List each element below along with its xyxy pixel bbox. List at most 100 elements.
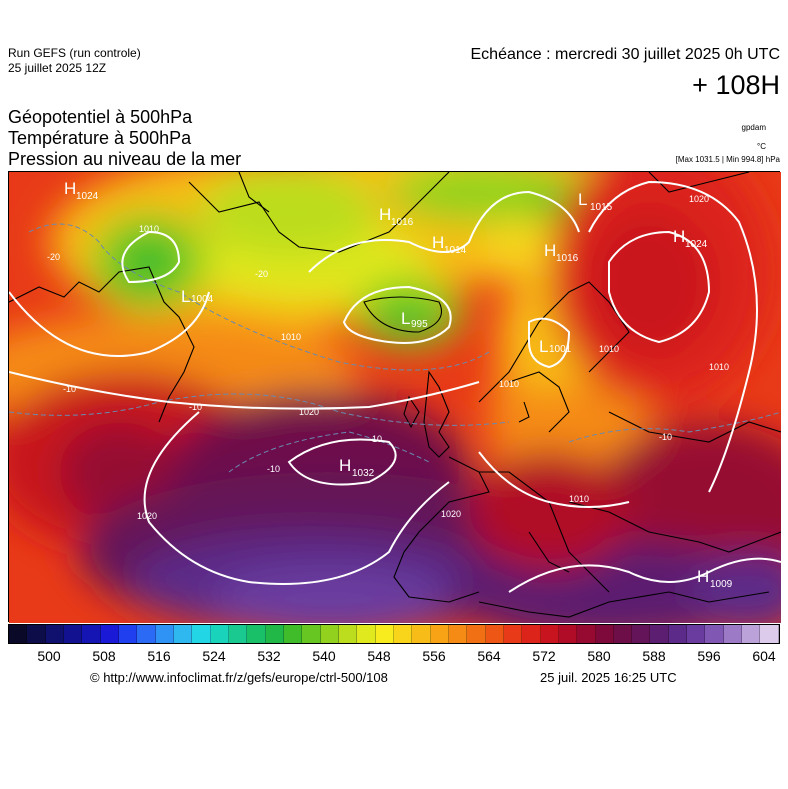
pressure-center-value: 1016: [556, 253, 579, 264]
title-geopotential: Géopotentiel à 500hPa: [8, 107, 193, 127]
colorbar-swatch: [687, 625, 706, 643]
pressure-center-type: L: [181, 287, 190, 306]
colorbar-swatch: [558, 625, 578, 643]
title-temperature: Température à 500hPa: [8, 128, 192, 148]
title-pressure: Pression au niveau de la mer: [8, 149, 242, 169]
colorbar: [8, 624, 780, 644]
colorbar-swatch: [320, 625, 339, 643]
isotherm-label: -10: [189, 402, 202, 412]
isobar-label: 1010: [499, 379, 519, 389]
colorbar-tick-label: 548: [367, 648, 391, 664]
colorbar-tick-label: 564: [477, 648, 501, 664]
colorbar-swatch: [613, 625, 633, 643]
colorbar-tick-label: 580: [587, 648, 611, 664]
colorbar-swatch: [668, 625, 688, 643]
colorbar-swatch: [357, 625, 376, 643]
geopotential-field: [9, 172, 781, 623]
pressure-center-value: 1001: [549, 344, 572, 355]
isobar-label: 1010: [709, 362, 729, 372]
colorbar-swatch: [45, 625, 64, 643]
isotherm-label: -10: [267, 464, 280, 474]
isotherm-label: -10: [659, 432, 672, 442]
isotherms: [8, 223, 782, 473]
colorbar-swatch: [27, 625, 46, 643]
isobar-label: 1020: [441, 509, 461, 519]
colorbar-tick-label: 604: [752, 648, 776, 664]
colorbar-swatch: [503, 625, 523, 643]
colorbar-swatch: [742, 625, 761, 643]
lead-time: + 108H: [692, 70, 780, 100]
colorbar-swatch: [192, 625, 211, 643]
colorbar-swatch: [412, 625, 431, 643]
isotherm-label: -20: [255, 269, 268, 279]
colorbar-swatch: [760, 625, 779, 643]
isotherm-label: -10: [369, 434, 382, 444]
pressure-center-value: 1032: [352, 468, 375, 479]
generated-timestamp: 25 juil. 2025 16:25 UTC: [540, 670, 677, 685]
colorbar-swatch: [650, 625, 669, 643]
isobar-label: 1010: [599, 344, 619, 354]
colorbar-swatch: [265, 625, 284, 643]
colorbar-tick-label: 516: [147, 648, 171, 664]
pressure-center-type: L: [401, 309, 410, 328]
colorbar-swatch: [632, 625, 651, 643]
isobar-label: 1020: [299, 407, 319, 417]
isobar-label: 1010: [569, 494, 589, 504]
isobar-label: 1010: [281, 332, 301, 342]
colorbar-swatch: [577, 625, 596, 643]
colorbar-tick-label: 524: [202, 648, 226, 664]
colorbar-swatch: [375, 625, 394, 643]
pressure-center-type: H: [544, 241, 556, 260]
colorbar-tick-label: 588: [642, 648, 666, 664]
run-date: 25 juillet 2025 12Z: [8, 61, 107, 75]
colorbar-tick-label: 556: [422, 648, 446, 664]
pressure-center-type: H: [432, 233, 444, 252]
colorbar-swatch: [705, 625, 724, 643]
colorbar-swatch: [283, 625, 303, 643]
colorbar-labels: 500 508 516 524 532 540 548 556 564 572 …: [8, 648, 780, 668]
colorbar-swatch: [100, 625, 119, 643]
pressure-center-type: H: [339, 456, 351, 475]
isotherm-label: -10: [63, 384, 76, 394]
colorbar-tick-label: 532: [257, 648, 281, 664]
colorbar-swatch: [9, 625, 28, 643]
pressure-center-value: 1024: [685, 239, 708, 250]
colorbar-swatch: [247, 625, 266, 643]
colorbar-tick-label: 508: [92, 648, 116, 664]
colorbar-swatch: [393, 625, 413, 643]
isobars: [8, 180, 782, 593]
map-svg: H 1024 H 1016 H 1014 L 1015 H 1016 H 102…: [8, 171, 782, 623]
pressure-center-type: H: [697, 567, 709, 586]
pressure-center-type: L: [539, 337, 548, 356]
colorbar-swatch: [155, 625, 174, 643]
isotherm-label: -20: [47, 252, 60, 262]
pressure-centers: H 1024 H 1016 H 1014 L 1015 H 1016 H 102…: [64, 179, 733, 590]
colorbar-swatch: [82, 625, 101, 643]
colorbar-swatch: [448, 625, 468, 643]
pressure-center-value: 1016: [391, 217, 414, 228]
isotherm-labels: -20 -20 -10 -10 -10 -10 -10: [47, 252, 672, 474]
colorbar-swatch: [522, 625, 541, 643]
pressure-center-value: 1024: [76, 191, 99, 202]
pressure-center-type: L: [578, 190, 587, 209]
isobar-label: 1010: [139, 224, 159, 234]
colorbar-swatch: [118, 625, 138, 643]
colorbar-swatch: [173, 625, 193, 643]
isobar-label: 1020: [689, 194, 709, 204]
colorbar-swatch: [338, 625, 358, 643]
valid-time: Echéance : mercredi 30 juillet 2025 0h U…: [470, 46, 781, 63]
colorbar-swatch: [595, 625, 614, 643]
colorbar-swatch: [430, 625, 449, 643]
colorbar-swatch: [302, 625, 321, 643]
colorbar-swatch: [723, 625, 743, 643]
colorbar-swatch: [540, 625, 559, 643]
colorbar-tick-label: 596: [697, 648, 721, 664]
colorbar-swatch: [228, 625, 248, 643]
unit-geopotential: gpdam: [741, 123, 766, 132]
pressure-center-value: 1004: [191, 294, 214, 305]
credit-url: © http://www.infoclimat.fr/z/gefs/europe…: [90, 670, 388, 685]
weather-map[interactable]: H 1024 H 1016 H 1014 L 1015 H 1016 H 102…: [8, 171, 782, 623]
colorbar-swatch: [210, 625, 229, 643]
colorbar-swatch: [137, 625, 156, 643]
pressure-max-min: [Max 1031.5 | Min 994.8] hPa: [675, 155, 780, 164]
